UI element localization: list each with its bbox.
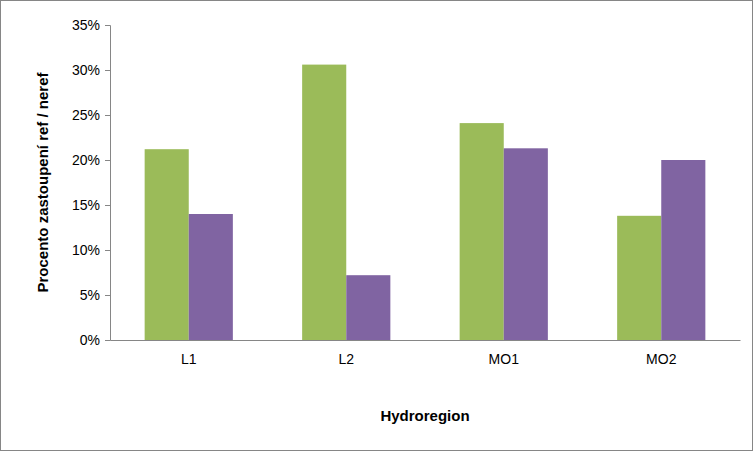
bar (504, 148, 548, 340)
chart-frame (1, 1, 753, 451)
y-tick-label: 10% (72, 242, 100, 258)
x-axis: L1 L2 MO1 MO2 (111, 341, 741, 368)
y-tick-label: 35% (72, 17, 100, 33)
x-tick-label: L1 (181, 351, 197, 367)
y-axis-title: Procento zastoupení ref / neref (34, 71, 51, 292)
bar (346, 275, 390, 340)
chart: 0% 5% 10% 15% 20% 25% 30% 35% L1 L2 MO1 MO2 Hydroreg… (0, 0, 753, 451)
y-axis: 0% 5% 10% 15% 20% 25% 30% 35% (72, 17, 111, 348)
bar (617, 216, 661, 340)
bar (189, 214, 233, 340)
y-tick-mark (105, 70, 110, 71)
x-axis-title: Hydroregion (380, 407, 469, 424)
y-tick-mark (105, 295, 110, 296)
series (189, 148, 706, 340)
x-tick: L1 (181, 351, 197, 367)
bar (661, 160, 705, 340)
x-tick-label: MO1 (489, 351, 520, 367)
y-tick-label: 30% (72, 62, 100, 78)
x-tick: MO1 (489, 351, 520, 367)
y-tick: 15% (72, 197, 110, 213)
y-tick-mark (105, 160, 110, 161)
bars (145, 65, 706, 340)
y-tick: 25% (72, 107, 110, 123)
x-axis-line (111, 340, 741, 341)
y-tick-mark (105, 340, 110, 341)
y-tick-label: 25% (72, 107, 100, 123)
bar (145, 149, 189, 340)
y-tick-mark (105, 250, 110, 251)
y-tick-label: 20% (72, 152, 100, 168)
y-tick: 0% (80, 332, 110, 348)
y-tick: 5% (80, 287, 110, 303)
x-tick-label: MO2 (646, 351, 677, 367)
y-axis-line (105, 26, 111, 341)
bar (302, 65, 346, 340)
y-tick: 30% (72, 62, 110, 78)
y-tick-label: 0% (80, 332, 100, 348)
y-tick-mark (105, 205, 110, 206)
y-tick: 35% (72, 17, 110, 33)
y-tick-mark (105, 115, 110, 116)
y-tick-label: 15% (72, 197, 100, 213)
x-tick-label: L2 (338, 351, 354, 367)
y-tick: 10% (72, 242, 110, 258)
y-tick: 20% (72, 152, 110, 168)
plot: 0% 5% 10% 15% 20% 25% 30% 35% L1 L2 MO1 MO2 (72, 17, 741, 367)
x-tick: L2 (338, 351, 354, 367)
y-tick-mark (105, 25, 110, 26)
bar (460, 123, 504, 340)
x-tick: MO2 (646, 351, 677, 367)
series (145, 65, 662, 340)
y-tick-label: 5% (80, 287, 100, 303)
